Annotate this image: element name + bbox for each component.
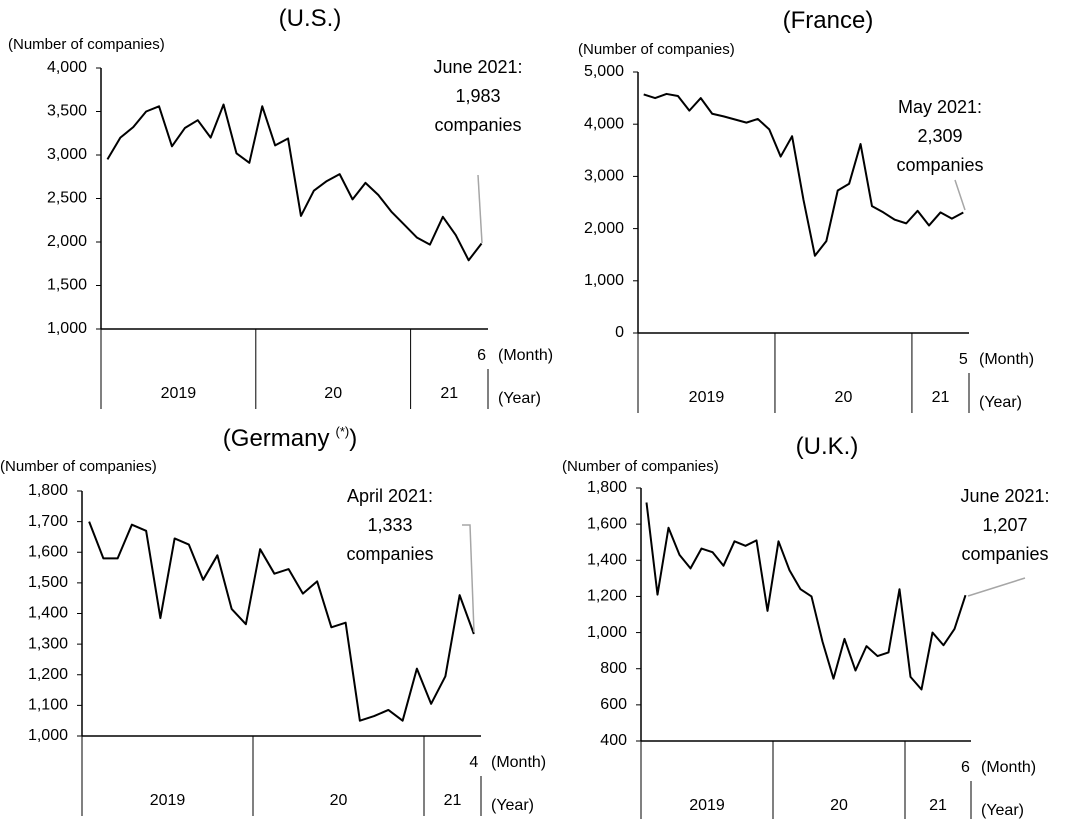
year-label: 2019 bbox=[689, 389, 725, 406]
y-tick-label: 1,000 bbox=[587, 624, 627, 641]
month-unit: (Month) bbox=[979, 351, 1034, 368]
annotation-leader bbox=[477, 174, 483, 244]
y-tick-label: 1,000 bbox=[584, 272, 624, 289]
y-tick-label: 0 bbox=[615, 324, 624, 341]
y-axis-label: (Number of companies) bbox=[578, 41, 735, 58]
chart-title: (France) bbox=[783, 7, 874, 34]
year-label: 21 bbox=[929, 797, 947, 814]
month-unit: (Month) bbox=[498, 347, 553, 364]
year-label: 20 bbox=[830, 797, 848, 814]
y-tick-label: 1,800 bbox=[587, 479, 627, 496]
annotation: May 2021: bbox=[898, 97, 982, 117]
y-tick-label: 1,500 bbox=[28, 574, 68, 591]
y-tick-label: 1,000 bbox=[28, 727, 68, 744]
data-line bbox=[88, 521, 475, 722]
y-tick-label: 1,300 bbox=[28, 635, 68, 652]
year-label: 20 bbox=[835, 389, 853, 406]
y-tick-label: 5,000 bbox=[584, 63, 624, 80]
y-tick-label: 1,200 bbox=[28, 666, 68, 683]
year-label: 2019 bbox=[150, 792, 186, 809]
annotation: June 2021: bbox=[433, 57, 522, 77]
y-tick-label: 4,000 bbox=[584, 115, 624, 132]
year-label: 21 bbox=[932, 389, 950, 406]
annotation: 2,309 bbox=[917, 126, 962, 146]
annotation: companies bbox=[896, 155, 983, 175]
month-unit: (Month) bbox=[491, 754, 546, 771]
chart-title: (U.K.) bbox=[796, 433, 859, 460]
x-tick-label: 6 bbox=[477, 347, 486, 364]
y-tick-label: 3,500 bbox=[47, 103, 87, 120]
y-tick-label: 800 bbox=[600, 660, 627, 677]
annotation-leader bbox=[967, 577, 1026, 597]
data-line bbox=[643, 92, 964, 257]
year-unit: (Year) bbox=[498, 390, 541, 407]
y-tick-label: 400 bbox=[600, 732, 627, 749]
panel: (Germany (*)) (Number of companies) 1,000 1,… bbox=[0, 424, 546, 816]
y-axis-label: (Number of companies) bbox=[562, 458, 719, 475]
year-unit: (Year) bbox=[979, 394, 1022, 411]
y-tick-label: 600 bbox=[600, 696, 627, 713]
y-tick-label: 1,100 bbox=[28, 697, 68, 714]
y-tick-label: 1,700 bbox=[28, 513, 68, 530]
year-label: 2019 bbox=[689, 797, 725, 814]
data-line bbox=[645, 502, 967, 691]
annotation: 1,983 bbox=[455, 86, 500, 106]
year-label: 20 bbox=[330, 792, 348, 809]
annotation: companies bbox=[346, 544, 433, 564]
x-tick-label: 6 bbox=[961, 759, 970, 776]
y-tick-label: 1,000 bbox=[47, 320, 87, 337]
annotation-leader bbox=[954, 179, 966, 211]
annotation-leader bbox=[462, 524, 475, 633]
year-unit: (Year) bbox=[981, 802, 1024, 819]
annotation: June 2021: bbox=[960, 486, 1049, 506]
annotation: 1,333 bbox=[367, 515, 412, 535]
data-line bbox=[106, 103, 483, 262]
chart-title: (U.S.) bbox=[279, 5, 342, 32]
y-tick-label: 2,000 bbox=[584, 220, 624, 237]
x-tick-label: 5 bbox=[959, 351, 968, 368]
y-tick-label: 3,000 bbox=[47, 146, 87, 163]
x-tick-label: 4 bbox=[469, 754, 478, 771]
chart-title: (Germany (*)) bbox=[223, 424, 357, 452]
title-text: (U.S.) bbox=[279, 5, 342, 32]
y-axis-label: (Number of companies) bbox=[0, 458, 157, 475]
y-tick-label: 1,600 bbox=[587, 515, 627, 532]
y-axis-label: (Number of companies) bbox=[8, 36, 165, 53]
annotation: companies bbox=[434, 115, 521, 135]
y-tick-label: 4,000 bbox=[47, 59, 87, 76]
title-text: (U.K.) bbox=[796, 433, 859, 460]
y-tick-label: 2,000 bbox=[47, 233, 87, 250]
annotation: April 2021: bbox=[347, 486, 433, 506]
title-end: ) bbox=[349, 425, 357, 452]
title-text: (France) bbox=[783, 7, 874, 34]
year-unit: (Year) bbox=[491, 797, 534, 814]
title-note: (*) bbox=[335, 424, 349, 439]
year-label: 2019 bbox=[161, 385, 197, 402]
y-tick-label: 2,500 bbox=[47, 190, 87, 207]
y-tick-label: 1,200 bbox=[587, 588, 627, 605]
y-tick-label: 1,600 bbox=[28, 543, 68, 560]
panel: (U.S.) (Number of companies) 1,000 1,500 2,0… bbox=[8, 5, 553, 409]
annotation: companies bbox=[961, 544, 1048, 564]
year-label: 21 bbox=[444, 792, 462, 809]
y-tick-label: 3,000 bbox=[584, 168, 624, 185]
title-text: (Germany bbox=[223, 425, 330, 452]
y-tick-label: 1,400 bbox=[587, 552, 627, 569]
month-unit: (Month) bbox=[981, 759, 1036, 776]
year-label: 20 bbox=[324, 385, 342, 402]
year-label: 21 bbox=[440, 385, 458, 402]
y-tick-label: 1,500 bbox=[47, 277, 87, 294]
y-tick-label: 1,800 bbox=[28, 482, 68, 499]
y-tick-label: 1,400 bbox=[28, 605, 68, 622]
annotation: 1,207 bbox=[982, 515, 1027, 535]
panel: (U.K.) (Number of companies) 400 600 800 1,00… bbox=[562, 433, 1050, 819]
panel: (France) (Number of companies) 0 1,000 2,000… bbox=[578, 7, 1034, 413]
